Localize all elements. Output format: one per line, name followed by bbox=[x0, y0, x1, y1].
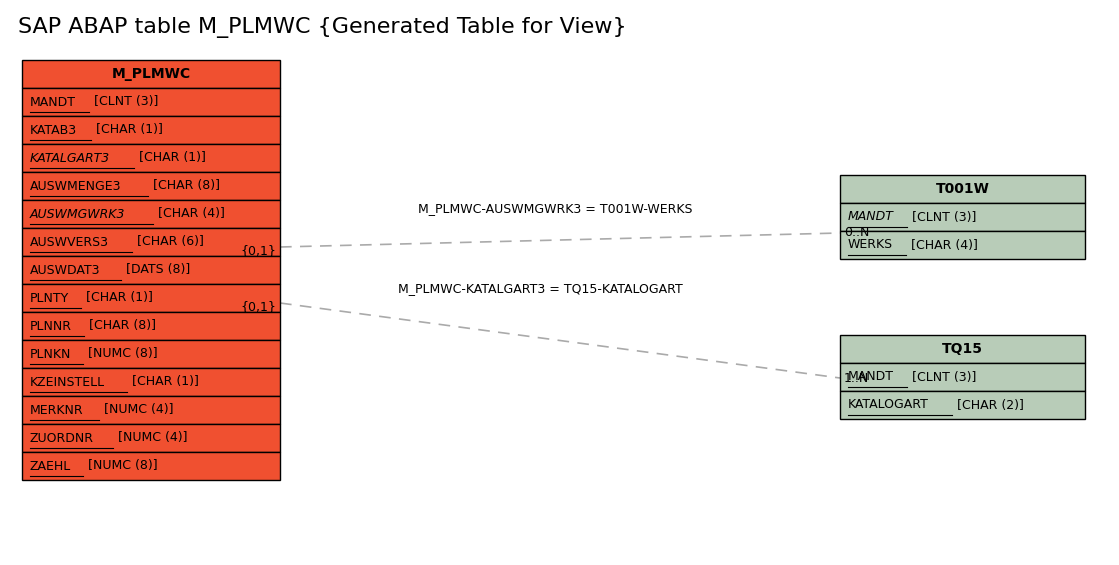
Text: M_PLMWC-AUSWMGWRK3 = T001W-WERKS: M_PLMWC-AUSWMGWRK3 = T001W-WERKS bbox=[417, 202, 693, 215]
Text: T001W: T001W bbox=[935, 182, 989, 196]
Bar bbox=[22, 116, 280, 144]
Text: PLNNR: PLNNR bbox=[30, 319, 72, 332]
Text: MANDT: MANDT bbox=[848, 211, 894, 224]
Text: 1..N: 1..N bbox=[844, 372, 869, 385]
Text: [CHAR (4)]: [CHAR (4)] bbox=[154, 207, 225, 220]
Text: [CHAR (8)]: [CHAR (8)] bbox=[149, 180, 220, 193]
Text: [DATS (8)]: [DATS (8)] bbox=[122, 263, 190, 276]
Text: [NUMC (8)]: [NUMC (8)] bbox=[84, 347, 158, 360]
Text: {0,1}: {0,1} bbox=[241, 301, 276, 314]
Text: [CHAR (1)]: [CHAR (1)] bbox=[92, 124, 162, 137]
Bar bbox=[22, 312, 280, 340]
Text: ZAEHL: ZAEHL bbox=[30, 459, 72, 472]
Text: {0,1}: {0,1} bbox=[241, 245, 276, 258]
Bar bbox=[840, 231, 1085, 259]
Text: [CHAR (1)]: [CHAR (1)] bbox=[82, 292, 152, 305]
Text: SAP ABAP table M_PLMWC {Generated Table for View}: SAP ABAP table M_PLMWC {Generated Table … bbox=[18, 18, 627, 38]
Bar bbox=[22, 88, 280, 116]
Text: M_PLMWC: M_PLMWC bbox=[112, 67, 190, 81]
Text: [NUMC (4)]: [NUMC (4)] bbox=[101, 403, 173, 416]
Text: M_PLMWC-KATALGART3 = TQ15-KATALOGART: M_PLMWC-KATALGART3 = TQ15-KATALOGART bbox=[397, 282, 683, 295]
Text: [CLNT (3)]: [CLNT (3)] bbox=[91, 95, 159, 108]
Bar bbox=[22, 452, 280, 480]
Text: PLNKN: PLNKN bbox=[30, 347, 72, 360]
Text: AUSWMGWRK3: AUSWMGWRK3 bbox=[30, 207, 125, 220]
Bar bbox=[22, 396, 280, 424]
Text: [CHAR (4)]: [CHAR (4)] bbox=[908, 238, 978, 251]
Text: [CLNT (3)]: [CLNT (3)] bbox=[909, 371, 977, 384]
Text: [CLNT (3)]: [CLNT (3)] bbox=[909, 211, 977, 224]
Text: MANDT: MANDT bbox=[30, 95, 76, 108]
Bar bbox=[22, 144, 280, 172]
Text: KATALGART3: KATALGART3 bbox=[30, 151, 111, 164]
Bar bbox=[840, 335, 1085, 363]
Text: [CHAR (2)]: [CHAR (2)] bbox=[953, 398, 1024, 411]
Bar bbox=[22, 228, 280, 256]
Bar bbox=[22, 424, 280, 452]
Bar bbox=[22, 200, 280, 228]
Bar bbox=[840, 363, 1085, 391]
Text: [CHAR (6)]: [CHAR (6)] bbox=[133, 236, 204, 249]
Bar bbox=[840, 203, 1085, 231]
Text: MANDT: MANDT bbox=[848, 371, 894, 384]
Text: WERKS: WERKS bbox=[848, 238, 893, 251]
Text: AUSWVERS3: AUSWVERS3 bbox=[30, 236, 109, 249]
Text: [NUMC (4)]: [NUMC (4)] bbox=[114, 432, 187, 445]
Bar bbox=[22, 256, 280, 284]
Text: TQ15: TQ15 bbox=[942, 342, 982, 356]
Bar bbox=[840, 175, 1085, 203]
Bar bbox=[22, 60, 280, 88]
Bar bbox=[840, 391, 1085, 419]
Text: [CHAR (1)]: [CHAR (1)] bbox=[134, 151, 206, 164]
Text: KZEINSTELL: KZEINSTELL bbox=[30, 376, 105, 389]
Bar bbox=[22, 340, 280, 368]
Text: [CHAR (8)]: [CHAR (8)] bbox=[85, 319, 157, 332]
Bar bbox=[22, 172, 280, 200]
Text: KATAB3: KATAB3 bbox=[30, 124, 77, 137]
Bar bbox=[22, 368, 280, 396]
Text: [NUMC (8)]: [NUMC (8)] bbox=[84, 459, 158, 472]
Text: MERKNR: MERKNR bbox=[30, 403, 84, 416]
Text: AUSWDAT3: AUSWDAT3 bbox=[30, 263, 101, 276]
Text: [CHAR (1)]: [CHAR (1)] bbox=[128, 376, 199, 389]
Text: 0..N: 0..N bbox=[844, 227, 869, 240]
Bar bbox=[22, 284, 280, 312]
Text: ZUORDNR: ZUORDNR bbox=[30, 432, 94, 445]
Text: AUSWMENGE3: AUSWMENGE3 bbox=[30, 180, 122, 193]
Text: KATALOGART: KATALOGART bbox=[848, 398, 929, 411]
Text: PLNTY: PLNTY bbox=[30, 292, 69, 305]
